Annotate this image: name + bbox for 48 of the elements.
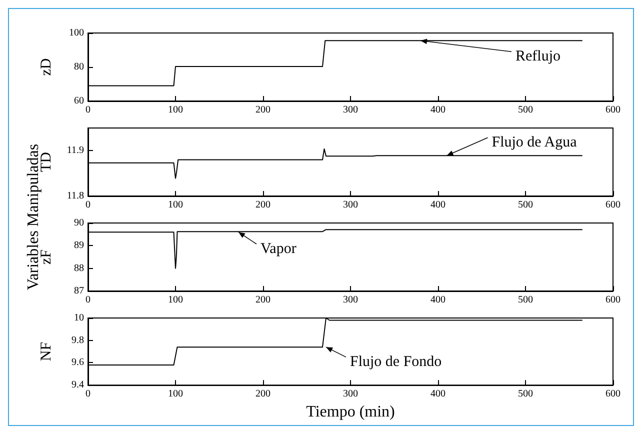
y-tick-label: 88 — [74, 262, 84, 274]
y-tick-label: 100 — [69, 28, 84, 38]
y-tick-label: 9.4 — [72, 380, 84, 391]
y-tick-label: 11.8 — [66, 190, 84, 202]
y-tick-label: 9.8 — [72, 334, 84, 346]
y-axis-title: zD — [38, 58, 54, 76]
x-tick-label: 500 — [518, 200, 533, 210]
y-tick-label: 9.6 — [72, 357, 84, 368]
y-tick-label: 87 — [74, 286, 84, 296]
x-tick-label: 400 — [430, 104, 446, 116]
annotation: Vapor — [260, 241, 296, 258]
x-tick-label: 400 — [430, 388, 446, 400]
y-tick-label: 60 — [74, 96, 84, 106]
x-tick-label: 300 — [343, 294, 358, 306]
x-tick-label: 200 — [256, 388, 270, 400]
y-tick-label: 10 — [74, 312, 84, 324]
annotation: Flujo de Agua — [492, 134, 578, 151]
x-tick-label: 600 — [606, 294, 620, 306]
x-tick-label: 400 — [430, 200, 446, 210]
x-tick-label: 300 — [343, 388, 358, 400]
x-tick-label: 100 — [168, 294, 183, 306]
x-tick-label: 100 — [168, 388, 183, 400]
x-tick-label: 600 — [606, 200, 620, 210]
x-tick-label: 300 — [343, 200, 358, 210]
annotation: Flujo de Fondo — [350, 354, 442, 370]
y-tick-label: 80 — [74, 62, 84, 72]
x-tick-label: 500 — [518, 294, 533, 306]
x-tick-label: 600 — [606, 388, 620, 400]
y-tick-label: 89 — [74, 240, 84, 252]
x-tick-label: 200 — [256, 200, 270, 210]
annotation: Reflujo — [516, 48, 560, 65]
x-tick-label: 300 — [343, 104, 358, 116]
x-tick-label: 0 — [86, 294, 90, 306]
x-tick-label: 0 — [86, 200, 90, 210]
x-tick-label: 200 — [256, 104, 270, 116]
x-tick-label: 600 — [606, 104, 620, 116]
x-tick-label: 0 — [86, 388, 90, 400]
x-tick-label: 500 — [518, 388, 533, 400]
x-tick-label: 400 — [430, 294, 446, 306]
x-tick-label: 100 — [168, 200, 183, 210]
x-tick-label: 500 — [518, 104, 533, 116]
y-axis-title: NF — [38, 342, 54, 362]
x-axis-title: Tiempo (min) — [306, 404, 395, 420]
x-tick-label: 0 — [86, 104, 90, 116]
y-tick-label: 90 — [74, 218, 84, 228]
x-tick-label: 200 — [256, 294, 270, 306]
y-tick-label: 11.9 — [66, 145, 84, 156]
x-tick-label: 100 — [168, 104, 183, 116]
